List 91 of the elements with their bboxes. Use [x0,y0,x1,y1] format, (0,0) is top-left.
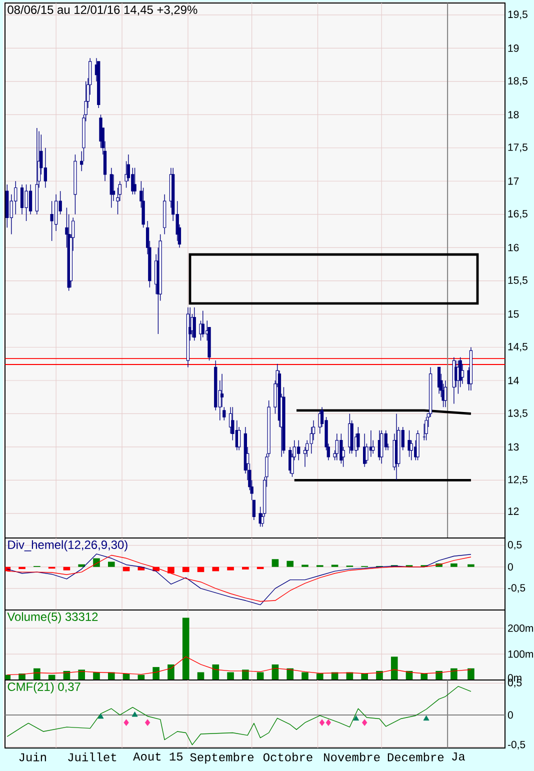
chart-title: 08/06/15 au 12/01/16 14,45 +3,29% [8,5,198,16]
y-tick-label: 0,5 [508,541,522,550]
y-tick-label: 18 [508,110,519,118]
bar [450,563,458,567]
bar [197,566,204,572]
bar [242,670,249,680]
candlestick [131,167,134,195]
y-tick-label: 13,5 [508,409,528,418]
y-tick-label: 200m [508,624,533,632]
bar [242,566,249,570]
candlestick [99,114,102,148]
y-tick-label: 18,5 [508,77,528,86]
bar [450,668,458,680]
bar [212,566,220,572]
candlestick [28,184,32,215]
bar [468,564,474,567]
bar [286,560,294,567]
y-tick-label: 100m [508,650,533,658]
bar [316,674,324,680]
bar [468,668,474,680]
bar [212,664,220,680]
y-tick-label: 0 [508,563,513,571]
candlestick [133,167,136,195]
bar [302,672,308,680]
candlestick [201,310,204,338]
x-tick-label: Decembre [388,752,444,762]
x-tick-label: Octobre [263,752,312,762]
bar [168,664,174,680]
candlestick [44,148,48,188]
bar [93,558,100,567]
bar [18,566,26,570]
candlestick [340,433,343,464]
y-tick-label: -0,5 [508,584,526,593]
y-tick-label: 17,5 [508,144,528,152]
candlestick [20,184,24,215]
y-tick-label: 16,5 [508,210,528,219]
chart-title: CMF(21) 0,37 [8,682,80,694]
x-tick-label: Septembre [190,752,254,764]
candlestick [252,500,256,520]
y-tick-label: 19 [508,44,519,52]
y-tick-label: 17 [508,178,519,185]
bar [108,562,115,567]
candlestick [416,430,420,461]
y-tick-label: 14,5 [508,343,528,352]
x-tick-label: Juillet [68,752,116,762]
candlestick [297,440,300,461]
candlestick [380,430,384,464]
candlestick [24,184,28,222]
bar [390,656,398,680]
y-tick-label: 0 [508,711,513,719]
bar [361,674,368,680]
bar [34,668,40,680]
bar [272,559,279,567]
bar [227,672,234,680]
bar [63,566,70,570]
candlestick [222,406,226,421]
bar [168,566,174,574]
candlestick [14,180,18,215]
y-tick-label: 19,5 [508,10,528,20]
y-tick-label: -0,5 [508,740,526,750]
x-tick-label: Novembre [324,752,380,762]
chart-title: Div_hemel(12,26,9,30) [8,540,128,552]
bar [227,566,234,570]
bar [93,672,100,680]
bar [78,670,85,680]
candlestick [50,200,54,242]
x-tick-label: Aout 15 [133,752,183,761]
bar [256,672,264,680]
y-tick-label: 12 [508,508,519,515]
bar [152,667,160,680]
y-tick-label: 15 [508,310,519,318]
bar [182,566,190,572]
y-tick-label: 13 [508,443,519,451]
candlestick [192,307,196,341]
bar [108,672,115,680]
candlestick [54,194,58,232]
x-tick-label: Juin [19,752,46,762]
y-tick-label: 15,5 [508,276,528,286]
candlestick [408,430,411,458]
y-tick-label: 12,5 [508,476,528,485]
candlestick [110,167,113,208]
x-tick-label: Ja [452,752,465,761]
y-tick-label: 16 [508,244,519,252]
bar [182,618,190,680]
chart-title: Volume(5) 33312 [7,612,98,624]
candlestick [444,380,448,408]
bar [78,564,85,567]
bar [286,668,294,680]
bar [197,672,204,680]
y-tick-label: 14 [508,376,519,384]
candlestick [424,416,428,441]
